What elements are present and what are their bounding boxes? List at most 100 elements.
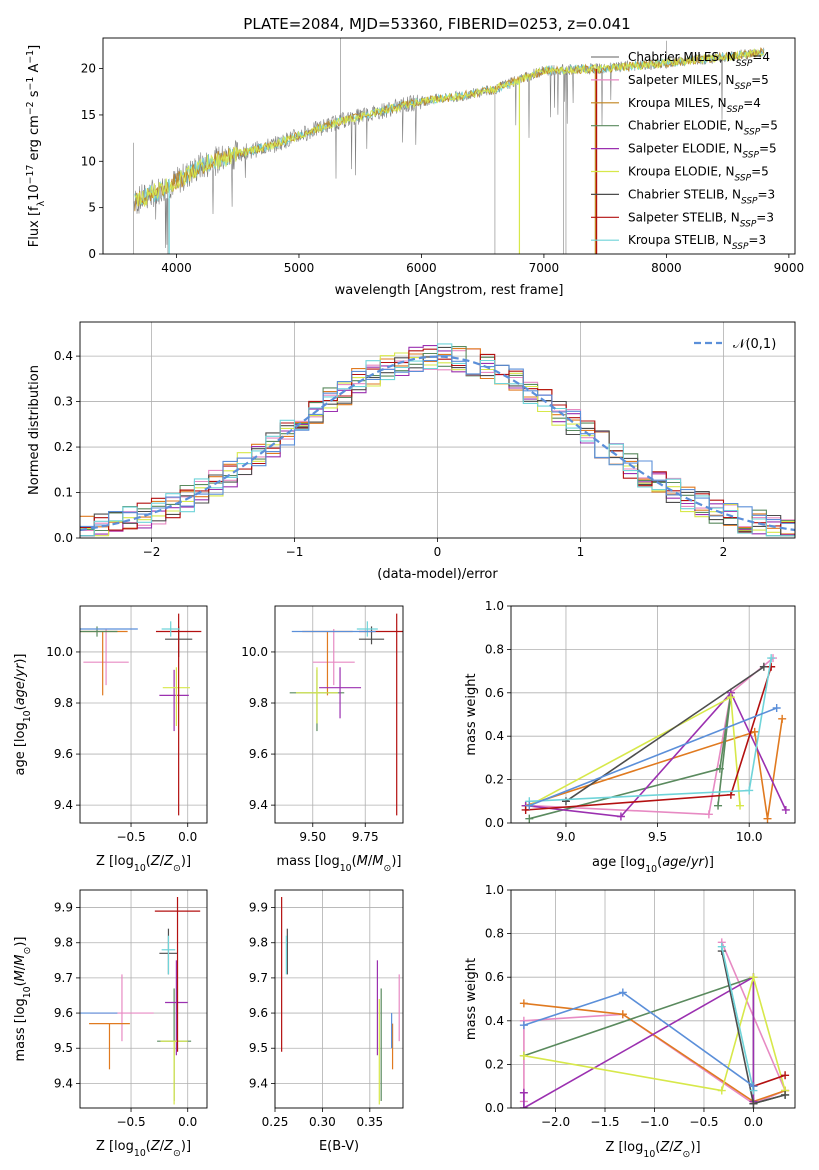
data-point-errorbar [312,628,355,686]
y-tick-label: 9.6 [54,1006,73,1020]
x-tick-label: 0.0 [744,1115,763,1129]
residual-histogram-step [80,355,795,527]
mass-weight-marker [759,662,768,671]
data-point-errorbar [356,621,378,637]
mass-weight-marker [519,1051,528,1060]
data-point-errorbar [80,626,118,637]
x-tick-label: −0.5 [116,830,145,844]
y-tick-label: 0 [88,247,96,261]
axes-frame [510,889,796,1109]
y-tick-label: 0.3 [54,395,73,409]
data-point-errorbar [319,667,362,719]
axes-frame [79,321,796,539]
y-tick-label: 0.4 [485,1014,504,1028]
normal-distribution-curve [80,355,795,532]
mass-weight-marker [781,1071,790,1080]
x-tick-label: 5000 [284,261,315,275]
mass-weight-marker [767,662,776,671]
y-axis-label: mass weight [464,673,479,755]
y-tick-label: 0.4 [485,729,504,743]
y-tick-label: 0.6 [485,686,504,700]
axes-frame [79,889,208,1109]
x-tick-label: 0.0 [178,830,197,844]
legend-entry: Chabrier STELIB, NSSP=3 [628,187,775,206]
x-tick-label: 0.35 [356,1115,383,1129]
y-tick-label: 0.6 [485,970,504,984]
y-tick-label: 1.0 [485,883,504,897]
mass-weight-line [529,692,732,820]
y-tick-label: 0.0 [485,1101,504,1115]
panel-age-vs-mass: 9.50 9.75 9.4 9.6 9.8 10.0 mass [log10(M/M⊙)] [241,605,404,874]
x-tick-label: −1 [286,545,304,559]
figure-title: PLATE=2084, MJD=53360, FIBERID=0253, z=0… [243,15,630,33]
mass-weight-marker [736,801,745,810]
data-point-errorbar [160,1040,188,1105]
mass-weight-marker [714,801,723,810]
mass-weight-marker [745,786,754,795]
y-tick-label: 9.8 [54,696,73,710]
x-tick-label: 2 [720,545,728,559]
mass-weight-line [523,974,786,1092]
mass-weight-marker [521,805,530,814]
panel-mass-vs-Z: −0.5 0.0 9.4 9.5 9.6 9.7 9.8 9.9 Z [log10(Z/Z⊙)]… [13,889,208,1159]
data-point-errorbar [161,935,176,975]
x-tick-label: −1.5 [590,1115,619,1129]
x-tick-label: 9.50 [299,830,326,844]
y-tick-label: 0.8 [485,642,504,656]
mass-weight-marker [763,814,772,823]
y-tick-label: 10 [81,154,96,168]
mass-weight-marker [778,714,787,723]
plot-area-residuals [80,343,795,537]
x-tick-label: 7000 [529,261,560,275]
y-tick-label: 9.5 [249,1041,268,1055]
y-axis-label: age [log10(age/yr)] [13,653,33,775]
x-tick-label: −0.5 [116,1115,145,1129]
y-tick-label: 1.0 [485,599,504,613]
data-point-errorbar [358,613,403,816]
y-tick-label: 9.6 [54,747,73,761]
panel-massweight-vs-Z: −2.0 −1.5 −1.0 −0.5 0.0 0.0 0.2 0.4 0.6 0.8 1.0 Z [… [464,883,796,1160]
y-tick-label: 9.4 [249,798,268,812]
y-tick-label: 9.5 [54,1041,73,1055]
y-tick-label: 9.8 [249,696,268,710]
mass-weight-marker [715,764,724,773]
x-tick-label: −0.5 [689,1115,718,1129]
x-axis-label: (data-model)/error [377,567,498,582]
mass-weight-marker [704,810,713,819]
data-point-errorbar [159,669,189,732]
y-axis-label: Flux [fλ10−17 erg cm−2 s−1 A−1] [25,45,47,247]
plot-area-massweight-vs-age [521,654,790,823]
y-tick-label: 0.1 [54,486,73,500]
y-tick-label: 9.4 [54,1076,73,1090]
mass-weight-line [525,718,783,819]
y-tick-label: 0.2 [485,773,504,787]
y-tick-label: 0.2 [485,1057,504,1071]
y-tick-label: 9.9 [249,901,268,915]
legend-entry: Kroupa ELODIE, NSSP=5 [628,165,769,184]
mass-weight-line [528,695,741,807]
y-tick-label: 15 [81,108,96,122]
y-tick-label: 10.0 [241,645,268,659]
x-tick-label: 4000 [161,261,192,275]
mass-weight-line [525,691,787,818]
legend-entry: Salpeter STELIB, NSSP=3 [628,210,774,229]
y-tick-label: 9.4 [54,798,73,812]
legend: Chabrier MILES, NSSP=4 Salpeter MILES, NS… [591,50,778,252]
mass-weight-marker [525,814,534,823]
data-point-errorbar [155,613,202,816]
y-tick-label: 0.2 [54,440,73,454]
x-tick-label: 0.25 [262,1115,289,1129]
mass-weight-marker [519,1104,528,1108]
x-tick-label: 9.0 [556,830,575,844]
x-axis-label: wavelength [Angstrom, rest frame] [335,283,564,298]
x-axis-label: age [log10(age/yr)] [592,855,714,875]
x-tick-label: 0.0 [178,1115,197,1129]
axes-frame [274,889,404,1109]
x-tick-label: −2.0 [541,1115,570,1129]
axes-frame [79,605,208,824]
x-axis-label: mass [log10(M/M⊙)] [277,854,402,874]
residual-histogram-step [80,348,795,533]
model-spectrum-line [134,48,765,207]
data-point-errorbar [90,974,154,1042]
legend-entry: 𝒩(0,1) [733,337,776,352]
